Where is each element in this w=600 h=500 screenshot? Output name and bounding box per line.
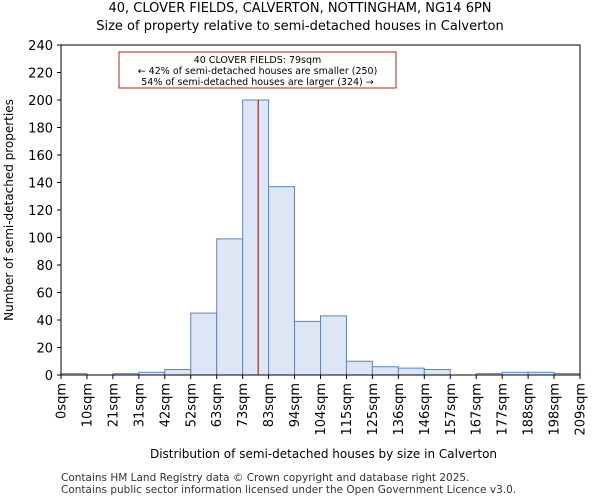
annotation-line-2: ← 42% of semi-detached houses are smalle… (138, 66, 378, 77)
bar-83sqm (268, 186, 296, 376)
plot-frame (60, 44, 581, 376)
x-tick-label: 177sqm (496, 383, 511, 436)
y-tick-label: 180 (28, 122, 53, 137)
footer-licence: Contains public sector information licen… (61, 484, 517, 496)
y-tick-label: 60 (36, 287, 53, 302)
bar-42sqm (164, 369, 192, 376)
bar-136sqm (397, 367, 425, 376)
bars-group (60, 99, 581, 376)
x-tick-label: 63sqm (210, 383, 225, 427)
y-tick-label: 100 (28, 232, 53, 247)
x-tick-label: 73sqm (236, 383, 251, 427)
annotation-line-1: 40 CLOVER FIELDS: 79sqm (194, 55, 322, 66)
x-tick-label: 83sqm (262, 383, 277, 427)
x-tick-label: 146sqm (418, 383, 433, 436)
chart-title-line-1: 40, CLOVER FIELDS, CALVERTON, NOTTINGHAM… (108, 1, 492, 16)
x-tick-label: 42sqm (158, 383, 173, 427)
y-tick-label: 160 (28, 149, 53, 164)
x-tick-label: 52sqm (184, 383, 199, 427)
bar-104sqm (320, 315, 347, 376)
y-tick-label: 120 (28, 204, 53, 219)
x-axis-label: Distribution of semi-detached houses by … (150, 447, 497, 461)
y-tick-label: 220 (28, 67, 53, 82)
x-tick-label: 157sqm (444, 383, 459, 436)
y-tick-label: 140 (28, 177, 53, 192)
bar-146sqm (423, 369, 451, 376)
footer-copyright: Contains HM Land Registry data © Crown c… (61, 472, 470, 484)
x-tick-label: 188sqm (522, 383, 537, 436)
annotation-box: 40 CLOVER FIELDS: 79sqm ← 42% of semi-de… (118, 51, 397, 89)
x-tick-label: 31sqm (132, 383, 147, 427)
bar-115sqm (345, 360, 373, 376)
y-tick-label: 200 (28, 94, 53, 109)
y-tick-label: 0 (45, 369, 53, 384)
x-tick-label: 115sqm (340, 383, 355, 436)
y-tick-label: 20 (36, 342, 53, 357)
y-axis-label: Number of semi-detached properties (2, 99, 16, 321)
x-tick-label: 94sqm (288, 383, 303, 427)
x-tick-label: 209sqm (574, 383, 589, 436)
bar-52sqm (190, 312, 218, 376)
x-tick-label: 104sqm (314, 383, 329, 436)
bar-73sqm (242, 99, 270, 376)
bar-94sqm (294, 320, 321, 376)
annotation-line-3: 54% of semi-detached houses are larger (… (141, 77, 374, 88)
bar-63sqm (216, 238, 244, 376)
y-tick-label: 240 (28, 39, 53, 54)
x-tick-label: 125sqm (366, 383, 381, 436)
y-tick-label: 40 (36, 314, 53, 329)
x-tick-label: 0sqm (55, 383, 70, 419)
x-tick-label: 10sqm (80, 383, 95, 427)
x-tick-label: 21sqm (106, 383, 121, 427)
chart-title-line-2: Size of property relative to semi-detach… (96, 19, 504, 34)
x-tick-label: 198sqm (548, 383, 563, 436)
x-tick-label: 167sqm (470, 383, 485, 436)
y-axis: 0 20 40 60 80 100 120 140 160 180 200 220 240 (28, 39, 61, 384)
x-axis: 0sqm 10sqm 21sqm 31sqm 42sqm 52sqm 63sqm 73sqm 8… (55, 375, 589, 436)
bar-125sqm (371, 366, 399, 376)
y-tick-label: 80 (36, 259, 53, 274)
x-tick-label: 136sqm (392, 383, 407, 436)
